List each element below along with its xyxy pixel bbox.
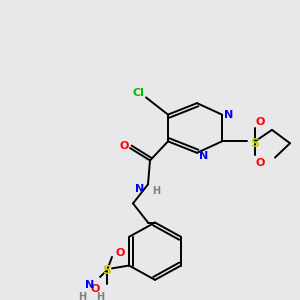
Text: O: O: [255, 117, 265, 127]
Text: O: O: [255, 158, 265, 168]
Text: H: H: [96, 292, 104, 300]
Text: H: H: [152, 186, 160, 196]
Text: Cl: Cl: [132, 88, 144, 98]
Text: O: O: [119, 141, 129, 151]
Text: S: S: [250, 137, 260, 150]
Text: N: N: [85, 280, 94, 290]
Text: N: N: [135, 184, 145, 194]
Text: H: H: [78, 292, 86, 300]
Text: O: O: [115, 248, 125, 258]
Text: N: N: [200, 151, 208, 161]
Text: S: S: [103, 264, 112, 277]
Text: O: O: [90, 284, 100, 294]
Text: N: N: [224, 110, 234, 120]
